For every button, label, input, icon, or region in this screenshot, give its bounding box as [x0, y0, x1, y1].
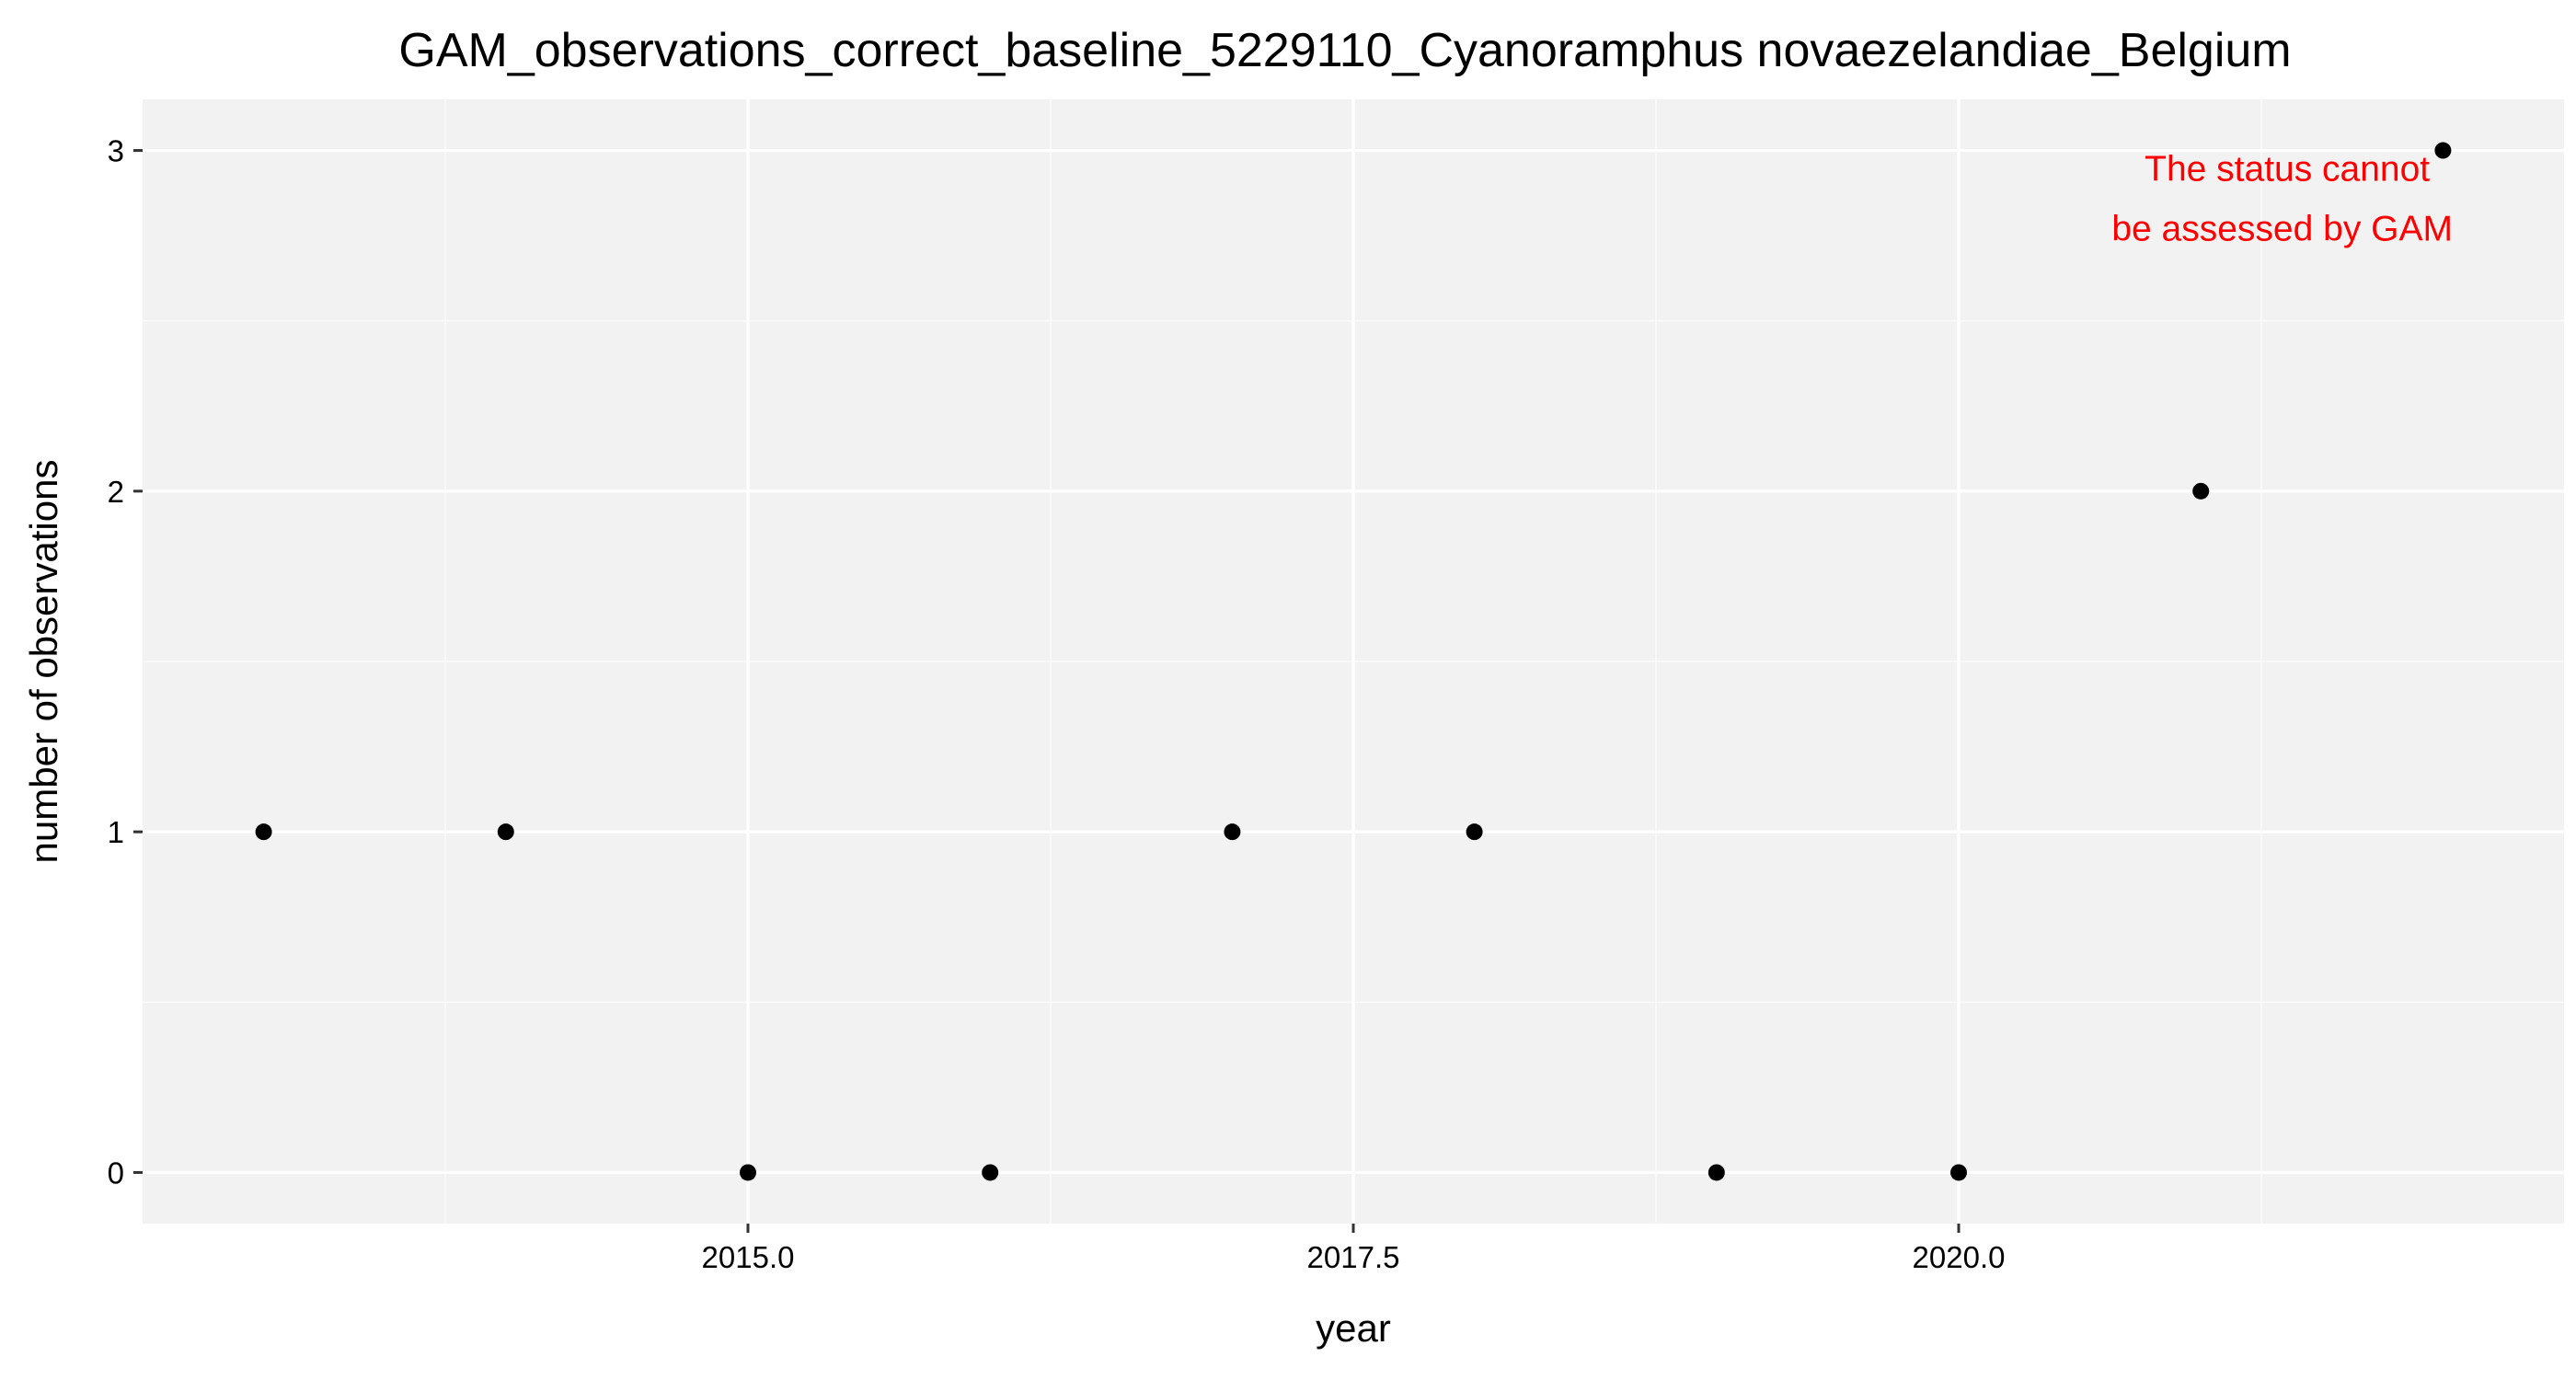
data-point [2192, 482, 2210, 500]
data-point [1950, 1164, 1967, 1181]
x-tick-label: 2017.5 [1307, 1240, 1400, 1274]
y-tick-label: 2 [108, 475, 124, 509]
y-axis: 0 1 2 3 [108, 134, 143, 1190]
chart-title: GAM_observations_correct_baseline_522911… [398, 24, 2291, 77]
status-annotation-line-1: The status cannot [2145, 150, 2430, 190]
x-axis-label: year [1316, 1306, 1391, 1350]
data-point [1224, 823, 1241, 841]
y-axis-label: number of observations [22, 460, 65, 864]
data-point [1466, 823, 1483, 841]
x-tick-label: 2020.0 [1913, 1240, 2006, 1274]
y-tick-label: 1 [108, 815, 124, 849]
data-point [1708, 1164, 1725, 1181]
data-point [255, 823, 272, 841]
major-gridlines [143, 99, 2564, 1224]
data-point [2434, 142, 2452, 159]
status-annotation: The status cannot be assessed by GAM [2111, 150, 2453, 249]
data-point [982, 1164, 999, 1181]
data-point [740, 1164, 756, 1181]
x-tick-label: 2015.0 [702, 1240, 795, 1274]
x-axis: 2015.0 2017.5 2020.0 [702, 1224, 2006, 1274]
y-tick-label: 0 [108, 1156, 124, 1190]
data-points [255, 142, 2452, 1181]
y-tick-label: 3 [108, 134, 124, 168]
data-point [497, 823, 514, 841]
status-annotation-line-2: be assessed by GAM [2111, 210, 2453, 249]
